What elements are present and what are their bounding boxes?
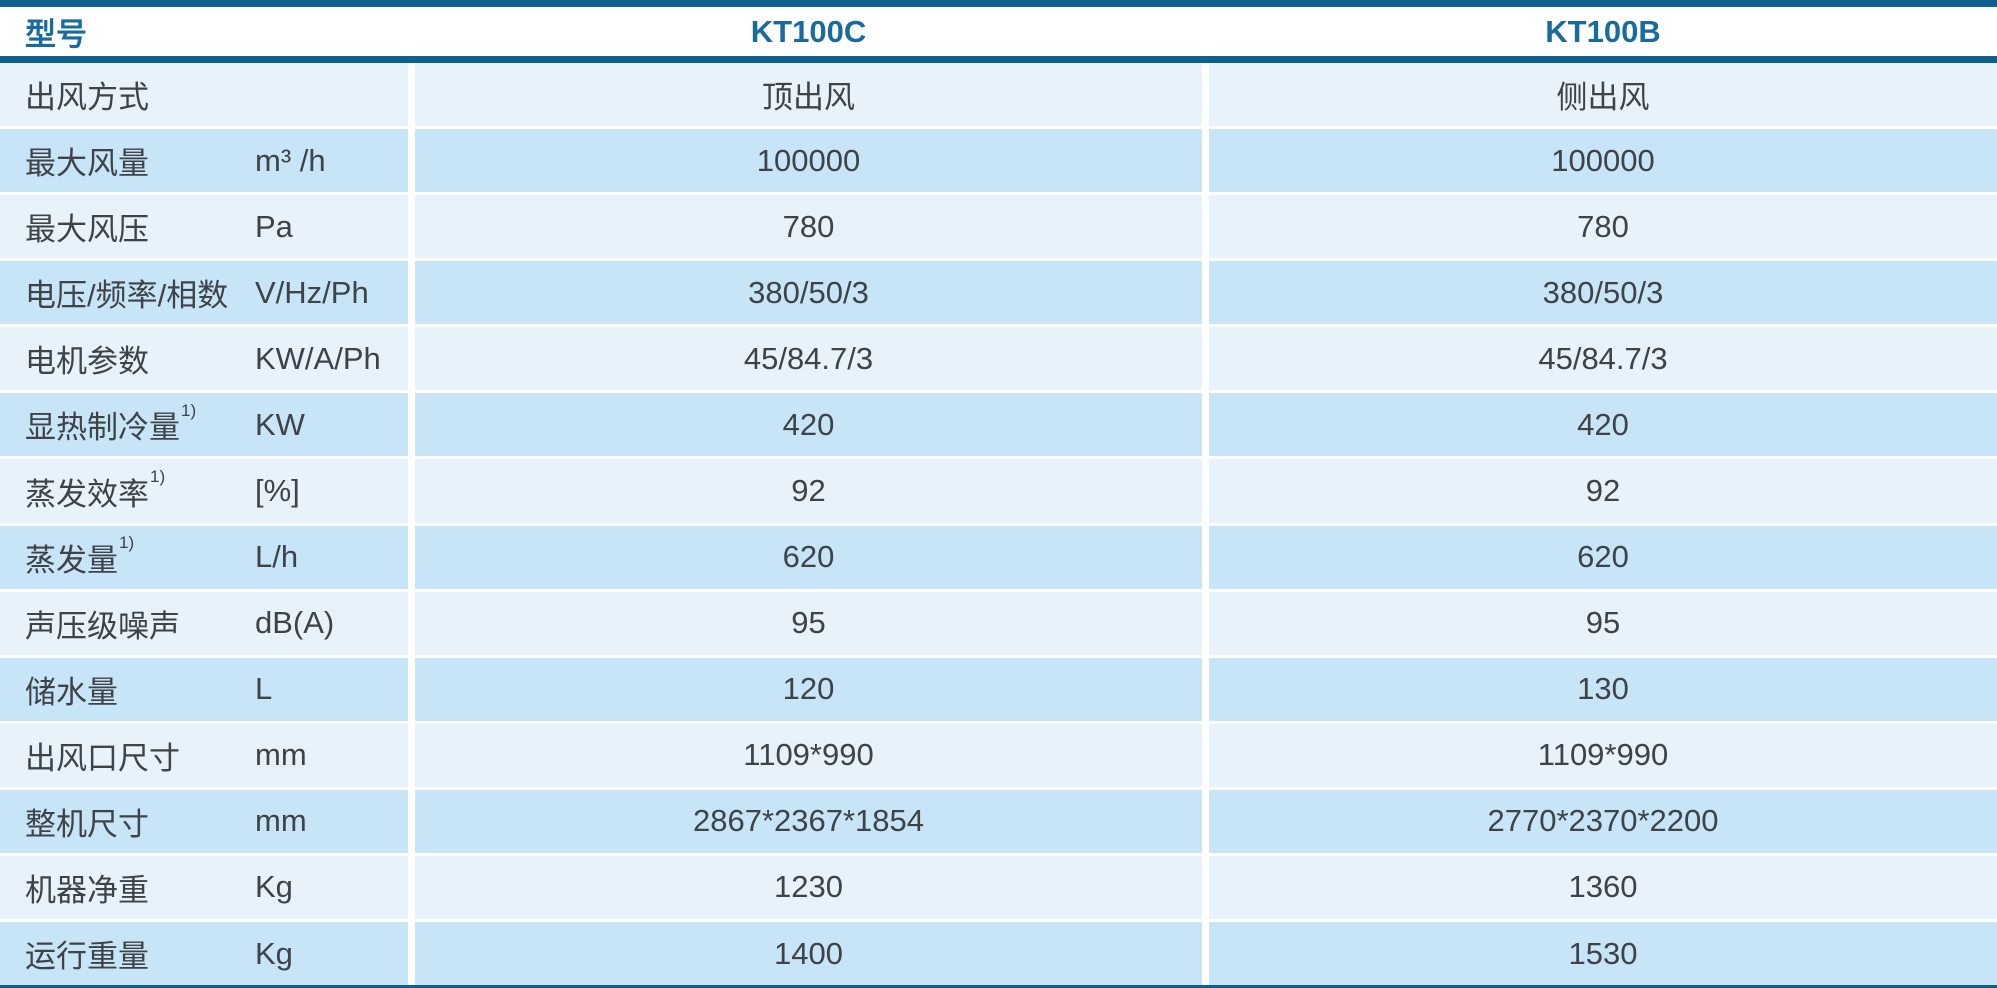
value-kt100b: 130 <box>1209 657 1997 721</box>
param-unit: [%] <box>255 473 300 508</box>
value-kt100c: 120 <box>415 657 1202 721</box>
value-kt100b: 1530 <box>1209 922 1997 986</box>
header-cell-kt100c: KT100C <box>750 13 867 49</box>
param-label: 最大风量 <box>25 146 149 182</box>
header-cell-model-label: 型号 <box>25 17 87 52</box>
param-unit: KW <box>255 406 305 442</box>
value-kt100b: 95 <box>1209 591 1997 655</box>
footnote-marker: 1) <box>119 533 135 553</box>
param-unit: Pa <box>255 208 293 244</box>
param-label: 电压/频率/相数 <box>25 278 229 314</box>
param-label: 最大风压 <box>25 212 149 248</box>
table-row-operating-weight: 运行重量 Kg 1400 1530 <box>0 922 1997 986</box>
param-label: 整机尺寸 <box>25 806 149 842</box>
param-label: 蒸发量1) <box>25 533 135 578</box>
value-kt100c: 1109*990 <box>415 723 1202 787</box>
table-row-air-outlet: 出风方式 顶出风 侧出风 <box>0 63 1997 127</box>
table-row-outlet-size: 出风口尺寸 mm 1109*990 1109*990 <box>0 723 1997 787</box>
table-row-noise: 声压级噪声 dB(A) 95 95 <box>0 591 1997 655</box>
value-kt100c: 2867*2367*1854 <box>415 789 1202 853</box>
value-kt100b: 620 <box>1209 525 1997 589</box>
table-row-water-capacity: 储水量 L 120 130 <box>0 657 1997 721</box>
footnote-marker: 1) <box>150 467 166 487</box>
param-label: 出风口尺寸 <box>25 740 180 776</box>
table-header-row: 型号 KT100C KT100B <box>0 7 1997 56</box>
value-kt100b: 45/84.7/3 <box>1209 327 1997 391</box>
value-kt100b: 100000 <box>1209 129 1997 193</box>
table-row-max-airflow: 最大风量 m³ /h 100000 100000 <box>0 129 1997 193</box>
param-unit: Kg <box>255 869 293 905</box>
value-kt100b: 侧出风 <box>1209 63 1997 127</box>
table-row-evap-volume: 蒸发量1) L/h 620 620 <box>0 525 1997 589</box>
value-kt100c: 95 <box>415 591 1202 655</box>
param-unit: KW/A/Ph <box>255 340 381 376</box>
table-row-motor-params: 电机参数 KW/A/Ph 45/84.7/3 45/84.7/3 <box>0 327 1997 391</box>
table-row-unit-size: 整机尺寸 mm 2867*2367*1854 2770*2370*2200 <box>0 789 1997 853</box>
value-kt100c: 92 <box>415 459 1202 523</box>
value-kt100b: 1109*990 <box>1209 723 1997 787</box>
param-unit: dB(A) <box>255 605 335 641</box>
value-kt100b: 420 <box>1209 393 1997 457</box>
param-label: 运行重量 <box>25 939 149 975</box>
value-kt100c: 1230 <box>415 855 1202 920</box>
spec-table-body: 出风方式 顶出风 侧出风 最大风量 m³ /h 100000 100000 最大… <box>0 63 1997 986</box>
footnote-marker: 1) <box>181 401 197 421</box>
value-kt100c: 380/50/3 <box>415 261 1202 325</box>
param-unit: m³ /h <box>255 142 326 178</box>
top-accent-bar <box>0 0 1997 7</box>
bottom-accent-bar <box>0 985 1997 988</box>
value-kt100b: 92 <box>1209 459 1997 523</box>
param-unit: L <box>255 671 273 707</box>
param-unit: Kg <box>255 935 293 971</box>
value-kt100b: 2770*2370*2200 <box>1209 789 1997 853</box>
table-row-max-pressure: 最大风压 Pa 780 780 <box>0 195 1997 259</box>
param-unit: mm <box>255 803 307 839</box>
param-label: 储水量 <box>25 674 118 710</box>
header-divider-bar <box>0 56 1997 63</box>
param-label: 蒸发效率1) <box>25 467 166 512</box>
table-row-sensible-cooling: 显热制冷量1) KW 420 420 <box>0 393 1997 457</box>
table-row-net-weight: 机器净重 Kg 1230 1360 <box>0 855 1997 920</box>
value-kt100c: 1400 <box>415 922 1202 986</box>
value-kt100b: 1360 <box>1209 855 1997 920</box>
param-label: 显热制冷量1) <box>25 401 197 446</box>
param-label: 声压级噪声 <box>25 608 180 644</box>
value-kt100b: 380/50/3 <box>1209 261 1997 325</box>
param-label: 出风方式 <box>25 80 149 116</box>
value-kt100c: 100000 <box>415 129 1202 193</box>
table-row-evap-efficiency: 蒸发效率1) [%] 92 92 <box>0 459 1997 523</box>
param-label: 电机参数 <box>25 344 149 380</box>
param-label: 机器净重 <box>25 872 149 908</box>
value-kt100c: 420 <box>415 393 1202 457</box>
param-unit: V/Hz/Ph <box>255 274 369 310</box>
header-cell-kt100b: KT100B <box>1545 13 1661 49</box>
param-unit: mm <box>255 737 307 773</box>
value-kt100c: 780 <box>415 195 1202 259</box>
value-kt100c: 顶出风 <box>415 63 1202 127</box>
value-kt100b: 780 <box>1209 195 1997 259</box>
table-row-voltage: 电压/频率/相数 V/Hz/Ph 380/50/3 380/50/3 <box>0 261 1997 325</box>
value-kt100c: 620 <box>415 525 1202 589</box>
value-kt100c: 45/84.7/3 <box>415 327 1202 391</box>
param-unit: L/h <box>255 539 299 575</box>
